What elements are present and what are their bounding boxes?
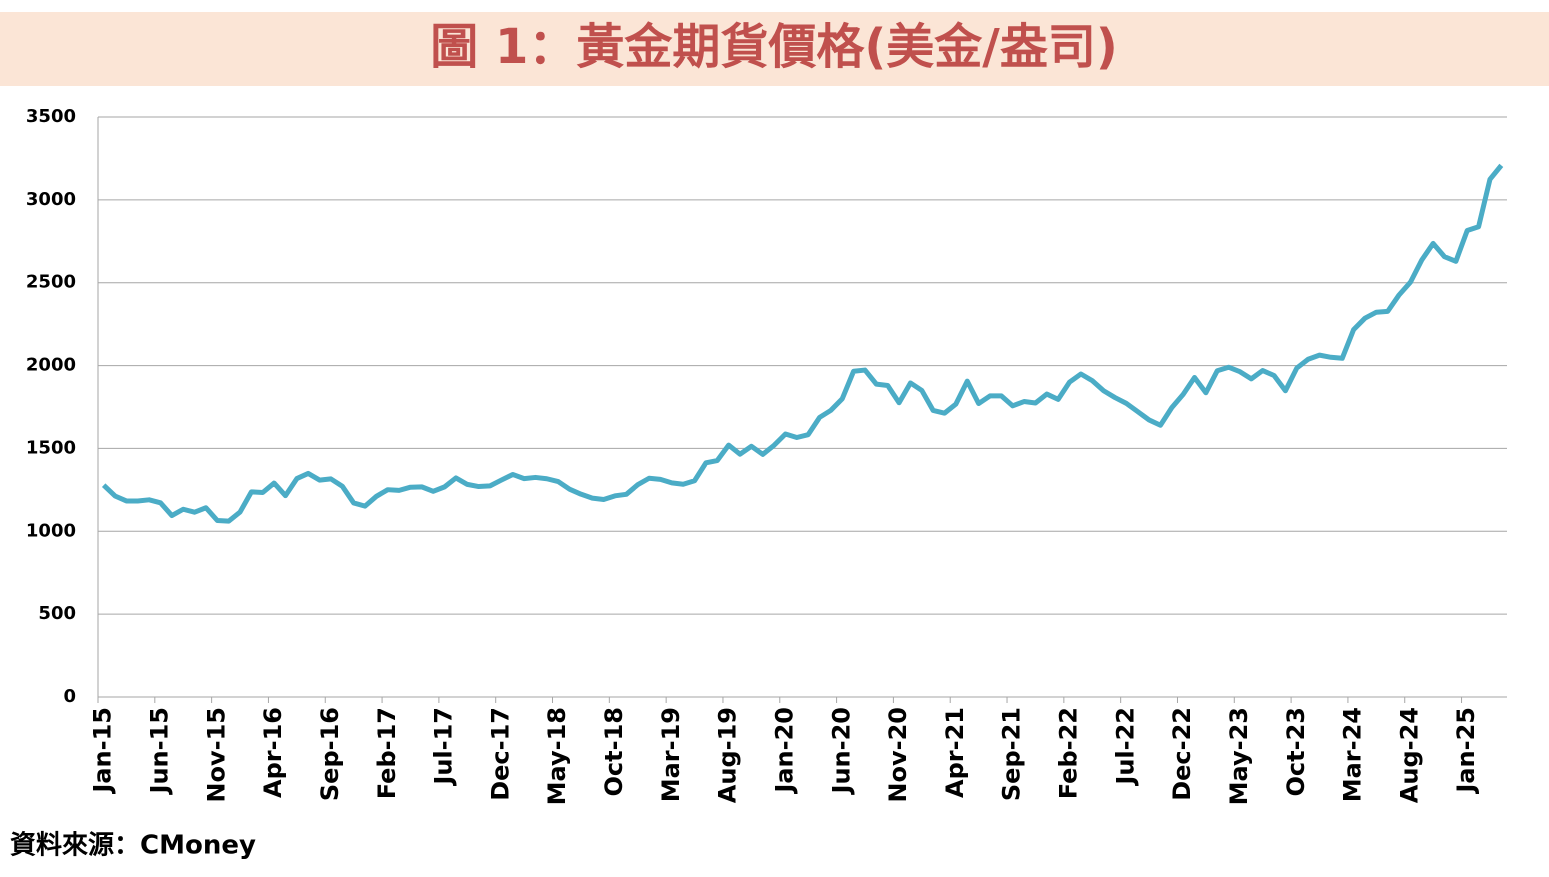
x-tick-label: Jul-22 [1111,707,1139,787]
x-tick-label: Mar-19 [657,707,685,802]
x-tick-label: Feb-17 [373,707,401,799]
x-tick-label: Sep-16 [316,707,344,801]
x-tick-label: Nov-15 [202,707,230,803]
y-tick-label: 500 [38,603,76,624]
x-tick-label: Nov-20 [884,707,912,803]
y-tick-label: 3500 [26,106,76,127]
y-tick-label: 2500 [26,272,76,293]
x-tick-label: May-23 [1225,707,1253,805]
x-tick-label: Oct-18 [600,707,628,796]
x-tick-label: Aug-19 [714,707,742,803]
x-tick-label: Mar-24 [1339,707,1367,802]
x-tick-label: Jun-15 [145,707,173,795]
y-tick-label: 3000 [26,189,76,210]
x-tick-label: Aug-24 [1395,707,1423,803]
y-tick-label: 1500 [26,437,76,458]
x-tick-label: Jul-17 [430,707,458,787]
x-tick-label: Dec-22 [1168,707,1196,801]
x-tick-label: May-18 [543,707,571,805]
x-tick-label: Oct-23 [1282,707,1310,796]
x-tick-label: Sep-21 [998,707,1026,801]
y-tick-label: 2000 [26,355,76,376]
x-tick-label: Jan-20 [770,707,798,795]
x-tick-label: Jan-15 [89,707,117,795]
x-tick-label: Jun-20 [827,707,855,795]
x-tick-label: Dec-17 [486,707,514,801]
title-band [0,12,1549,86]
y-tick-label: 1000 [26,520,76,541]
x-tick-label: Jan-25 [1452,707,1480,795]
x-tick-label: Feb-22 [1055,707,1083,799]
x-tick-label: Apr-16 [259,707,287,798]
chart-title: 圖 1：黃金期貨價格(美金/盎司) [430,19,1118,75]
source-note: 資料來源：CMoney [10,831,256,861]
y-tick-label: 0 [63,686,76,707]
price-line [101,163,1504,524]
x-tick-label: Apr-21 [941,707,969,798]
